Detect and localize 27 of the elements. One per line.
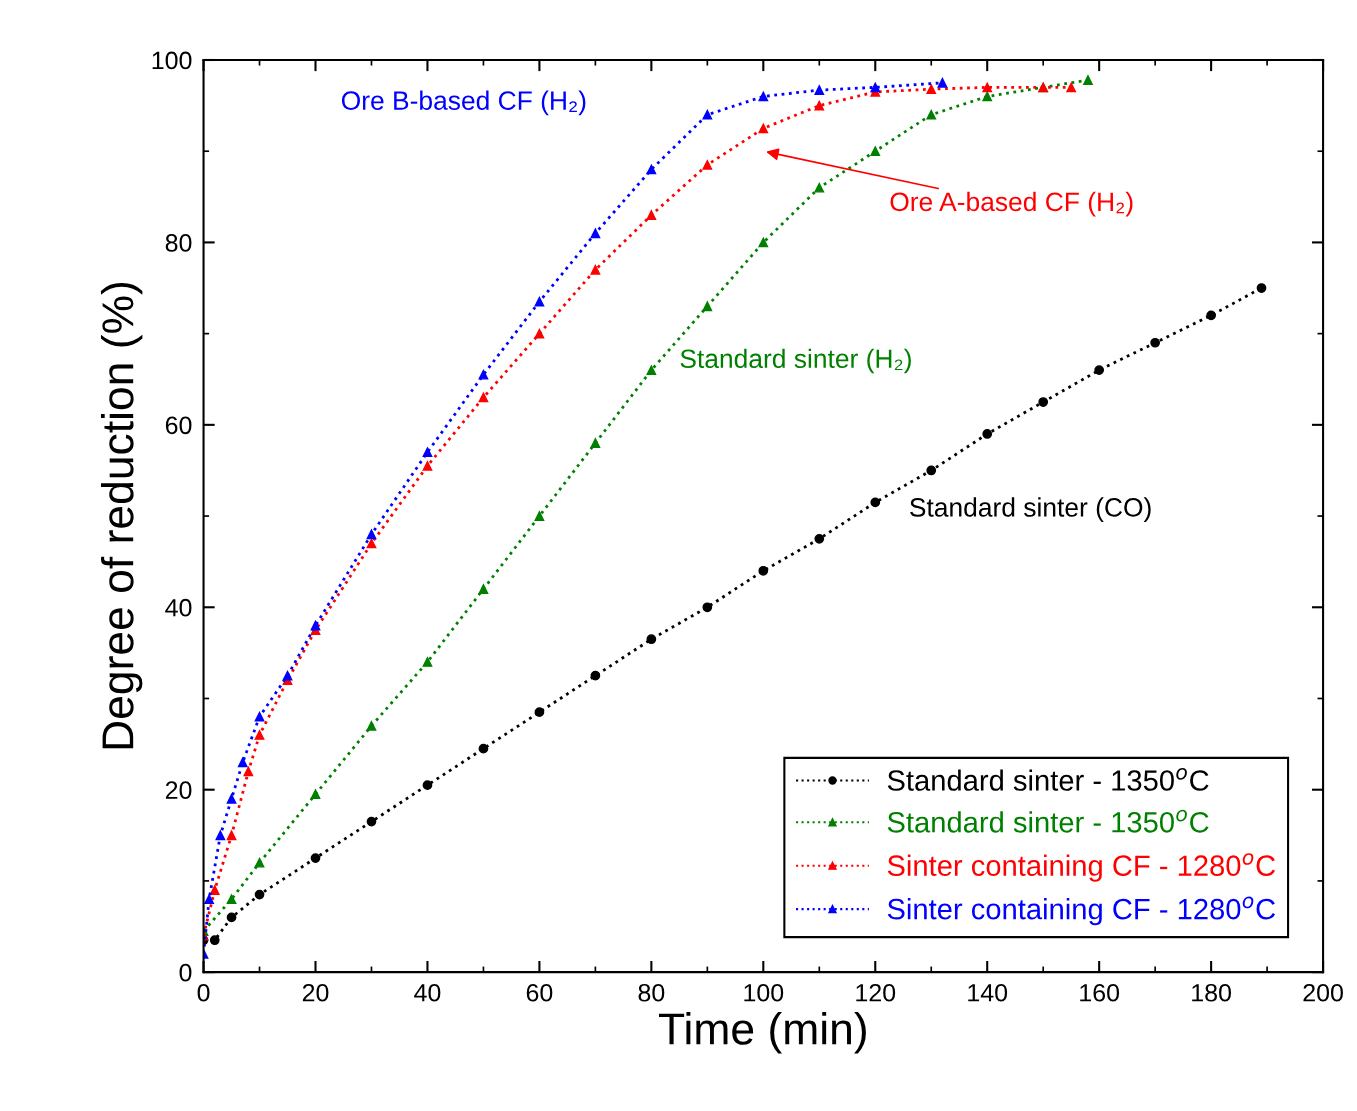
x-tick-label: 60 — [526, 983, 553, 1002]
annotation: Standard sinter (CO) — [910, 497, 1151, 522]
x-tick-label: 40 — [414, 983, 441, 1002]
y-tick-label: 0 — [179, 963, 192, 982]
legend-label: Standard sinter - 1350$^{o}$C — [887, 767, 1209, 791]
x-tick-label: 80 — [638, 983, 665, 1002]
x-axis-title: Time (min) — [658, 1012, 866, 1054]
legend-label: Sinter containing CF - 1280$^{o}$C — [887, 853, 1276, 882]
legend-label: Standard sinter - 1350$^{o}$C — [887, 809, 1209, 833]
y-tick-label: 80 — [165, 234, 192, 252]
y-axis-title: Degree of reduction (%) — [100, 282, 143, 749]
x-tick-label: 20 — [302, 983, 329, 1002]
y-tick-label: 100 — [152, 51, 192, 70]
x-tick-label: 140 — [968, 983, 1008, 1002]
x-tick-label: 0 — [197, 983, 210, 1002]
annotation: Standard sinter (H₂) — [680, 348, 911, 374]
y-tick-label: 40 — [165, 598, 192, 617]
x-tick-label: 100 — [744, 983, 784, 1002]
y-tick-label: 20 — [165, 781, 192, 799]
x-tick-label: 200 — [1303, 983, 1343, 1002]
y-tick-label: 60 — [165, 416, 192, 435]
legend-label: Sinter containing CF - 1280$^{o}$C — [887, 896, 1276, 926]
x-tick-label: 180 — [1192, 983, 1231, 1002]
annotation: Ore A-based CF (H₂) — [890, 191, 1133, 217]
x-tick-label: 160 — [1080, 983, 1120, 1002]
x-tick-label: 120 — [856, 983, 896, 1002]
annotation: Ore B-based CF (H₂) — [341, 90, 586, 116]
